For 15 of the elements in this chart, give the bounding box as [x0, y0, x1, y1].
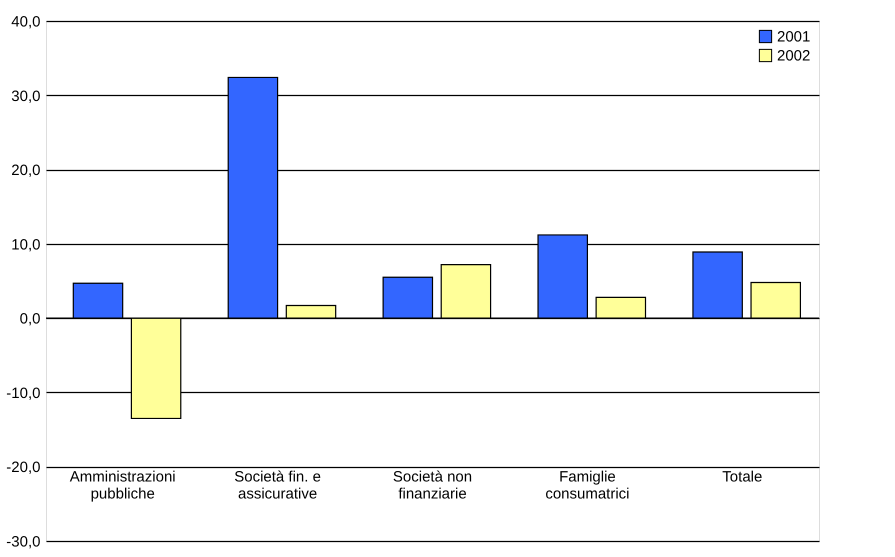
x-tick-label: Amministrazioni pubbliche [70, 468, 176, 502]
y-tick-label: 40,0 [11, 14, 40, 30]
x-tick-label: Famiglie consumatrici [545, 468, 630, 502]
y-tick-label: 0,0 [20, 310, 40, 328]
y-tick-label: 30,0 [11, 88, 40, 105]
legend-label: 2001 [777, 28, 810, 46]
x-tick-label: Società fin. e assicurative [234, 468, 321, 502]
x-tick-label: Totale [722, 468, 762, 486]
y-tick-label: 20,0 [11, 162, 40, 180]
legend-label: 2002 [777, 48, 810, 64]
x-tick-label: Società non finanziarie [392, 468, 472, 502]
y-tick-label: -10,0 [6, 384, 40, 402]
y-tick-label: -30,0 [6, 534, 40, 550]
y-tick-label: -20,0 [6, 459, 40, 476]
y-tick-label: 10,0 [11, 236, 40, 254]
